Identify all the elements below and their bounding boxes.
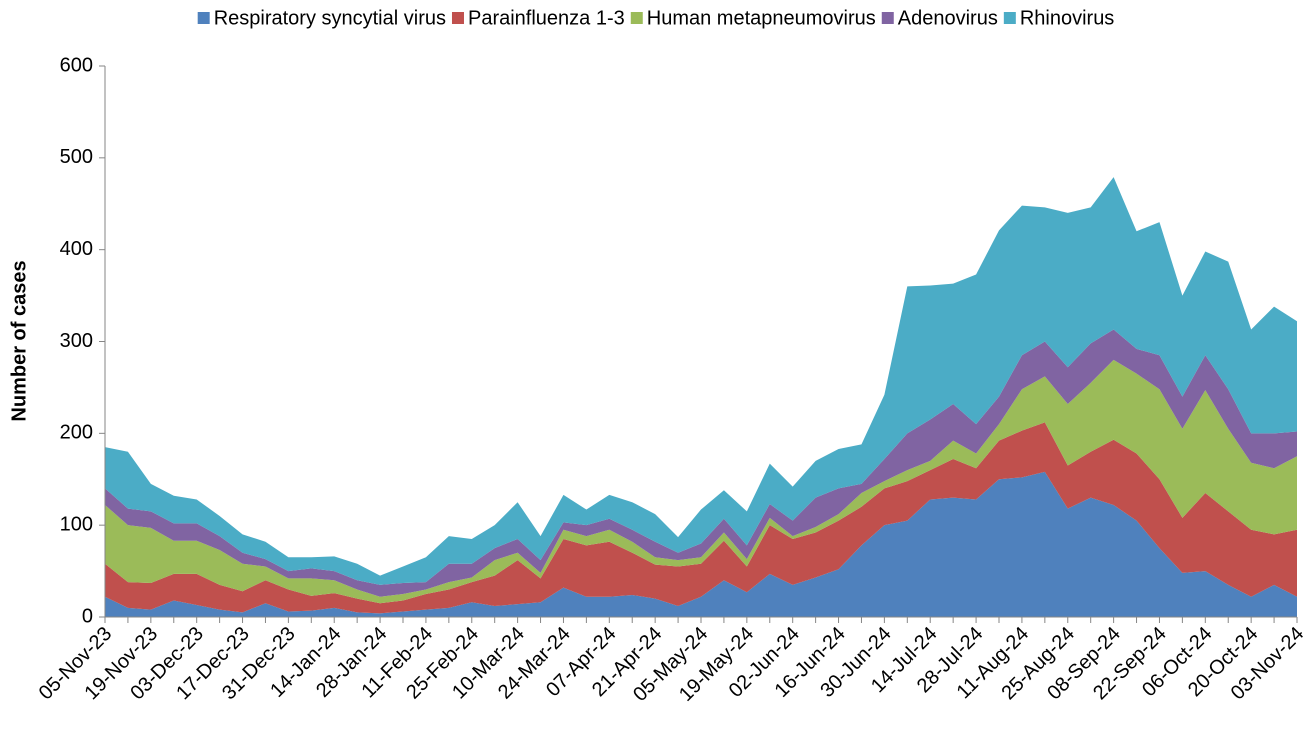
y-tick-label: 0 (82, 605, 93, 627)
legend-label: Human metapneumovirus (647, 7, 876, 29)
y-axis-label: Number of cases (8, 260, 30, 421)
legend-swatch (630, 12, 643, 24)
area (105, 422, 1297, 614)
legend-swatch (881, 12, 894, 24)
legend-swatch (1003, 12, 1016, 24)
legend-label: Parainfluenza 1-3 (468, 7, 625, 29)
y-tick-label: 500 (60, 146, 93, 168)
legend-swatch (197, 12, 210, 24)
y-tick-label: 100 (60, 513, 93, 535)
y-tick-label: 300 (60, 330, 93, 352)
legend-swatch (451, 12, 464, 24)
legend-label: Rhinovirus (1020, 7, 1114, 29)
area (105, 471, 1297, 617)
area (105, 177, 1297, 585)
y-tick-label: 200 (60, 422, 93, 444)
legend: Respiratory syncytial virus Parainfluenza… (197, 7, 1114, 29)
y-tick-label: 400 (60, 238, 93, 260)
area (105, 359, 1297, 604)
legend-label: Respiratory syncytial virus (214, 7, 446, 29)
y-tick-label: 600 (60, 54, 93, 76)
legend-label: Adenovirus (898, 7, 998, 29)
